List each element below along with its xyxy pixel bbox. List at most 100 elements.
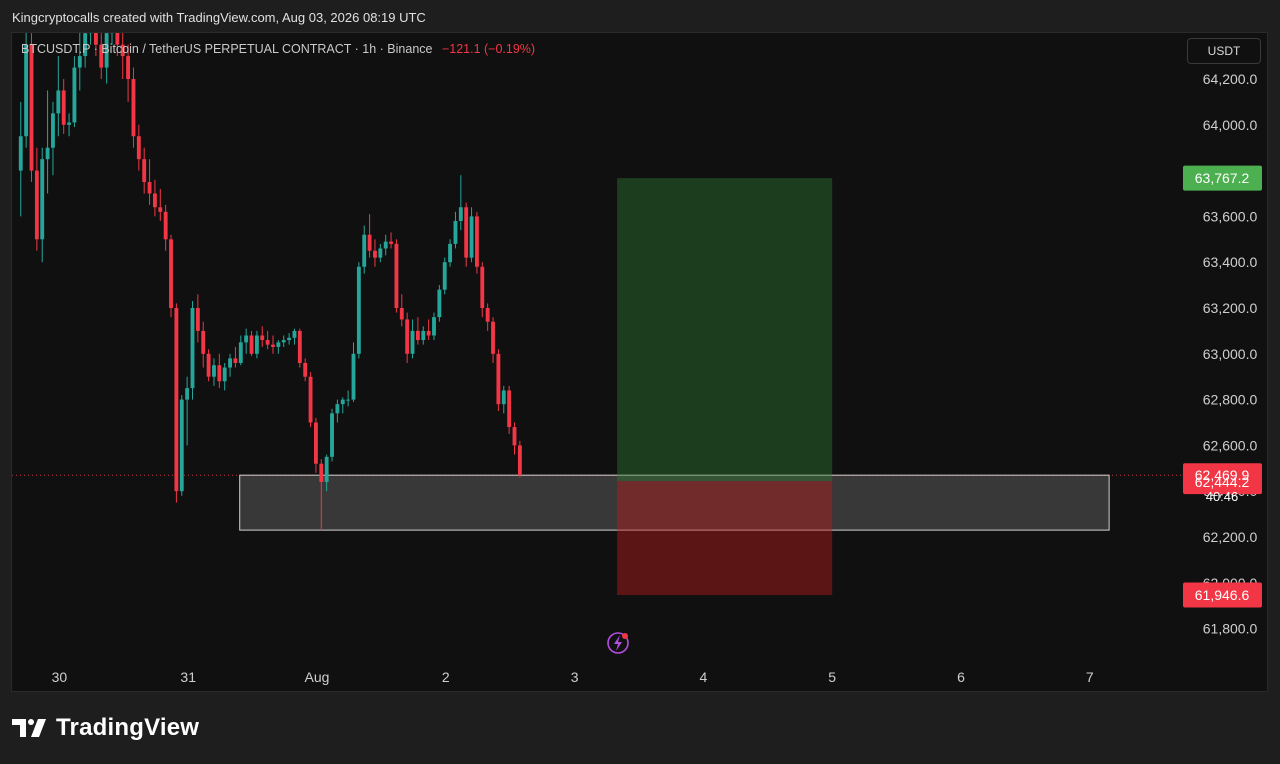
candle <box>228 353 232 377</box>
candle-body <box>217 365 222 382</box>
candle-body <box>77 56 82 68</box>
x-axis-tick-label: 30 <box>52 669 68 685</box>
x-axis-tick-label: 3 <box>571 669 579 685</box>
price-change: −121.1 (−0.19%) <box>441 42 536 56</box>
chart-pane[interactable]: 64,200.064,000.063,800.063,600.063,400.0… <box>11 32 1268 692</box>
candle <box>56 56 61 137</box>
candle-body <box>179 399 184 492</box>
candle-body <box>426 330 431 336</box>
candle-body <box>56 90 61 114</box>
candle-body <box>383 241 388 249</box>
candle-body <box>51 113 55 148</box>
candle-body <box>104 33 109 68</box>
candle <box>260 326 265 347</box>
candle-body <box>67 122 71 125</box>
candle <box>29 33 34 183</box>
candle-body <box>201 330 206 354</box>
candle-body <box>346 399 351 401</box>
candle <box>340 397 345 414</box>
candle <box>491 317 495 363</box>
candle <box>185 376 190 446</box>
y-axis-tick-label: 64,200.0 <box>1203 71 1258 87</box>
candle-body <box>356 266 361 354</box>
candle-body <box>271 344 275 347</box>
candle-body <box>158 207 163 212</box>
candle-body <box>45 147 50 160</box>
candle-body <box>244 335 249 343</box>
candle-body <box>496 353 501 405</box>
candle-body <box>174 308 179 492</box>
y-axis-tick-label: 62,600.0 <box>1203 437 1258 453</box>
lightning-icon-bolt <box>614 635 622 651</box>
candle-body <box>394 243 399 308</box>
y-axis-tick-label: 63,200.0 <box>1203 300 1258 316</box>
candle-body <box>228 358 232 368</box>
candle <box>469 207 474 263</box>
candle <box>190 301 195 400</box>
candle <box>501 385 506 414</box>
candle-body <box>330 413 334 457</box>
candle-body <box>335 404 340 414</box>
candle-body <box>415 330 420 341</box>
candle-body <box>351 353 356 400</box>
candle <box>405 312 410 363</box>
candle-body <box>142 159 147 183</box>
candle-body <box>474 216 479 267</box>
candle <box>485 303 490 331</box>
candle <box>104 33 109 84</box>
candle <box>367 214 372 258</box>
candle-body <box>40 159 45 240</box>
candle <box>297 328 302 368</box>
candle <box>276 340 281 354</box>
candle-body <box>437 289 442 318</box>
candle-body <box>83 33 88 57</box>
candle-body <box>126 56 131 79</box>
candle-body <box>185 388 190 400</box>
candle <box>373 239 377 267</box>
entry-price-text: 62,444.2 <box>1195 474 1250 490</box>
candle <box>281 335 286 347</box>
candle-body <box>373 250 377 258</box>
countdown-text: 40:46 <box>1206 489 1239 504</box>
candle <box>292 328 297 345</box>
lightning-icon-ring <box>607 632 629 654</box>
candle-body <box>507 390 512 428</box>
candle-body <box>410 330 415 354</box>
candle-body <box>260 335 265 341</box>
stop-price-tag-text: 61,946.6 <box>1195 587 1250 603</box>
candle-body <box>265 340 270 345</box>
candle-body <box>18 136 23 171</box>
candle-body <box>276 342 281 347</box>
lightning-icon[interactable] <box>607 632 629 654</box>
candle-body <box>61 90 66 125</box>
brand-name: TradingView <box>56 714 200 741</box>
candle <box>244 328 249 354</box>
candle <box>421 326 426 345</box>
candle-body <box>389 241 393 244</box>
currency-button[interactable]: USDT <box>1187 38 1261 64</box>
loss-zone <box>617 481 833 596</box>
x-axis-tick-label: 6 <box>957 669 965 685</box>
candle <box>206 349 211 382</box>
candle-body <box>308 376 313 423</box>
candle-body <box>405 319 410 354</box>
tradingview-logo-icon <box>12 719 46 737</box>
candle-body <box>222 367 227 382</box>
price-chart[interactable]: 64,200.064,000.063,800.063,600.063,400.0… <box>12 33 1269 693</box>
candle-body <box>169 239 173 308</box>
candle-body <box>458 207 463 221</box>
candle <box>45 90 50 194</box>
candle <box>195 294 200 343</box>
candle-body <box>292 330 297 338</box>
candle <box>394 239 399 313</box>
candle-body <box>233 358 238 363</box>
candle-body <box>448 243 453 263</box>
chart-caption: Kingcryptocalls created with TradingView… <box>12 10 426 25</box>
stop-price-tag-bg <box>1183 582 1262 608</box>
candle-body <box>249 335 254 354</box>
candle <box>174 303 179 503</box>
candle <box>158 188 163 221</box>
y-axis-tick-label: 62,800.0 <box>1203 392 1258 408</box>
candle-body <box>313 422 318 464</box>
symbol-info[interactable]: BTCUSDT.P · Bitcoin / TetherUS PERPETUAL… <box>21 42 535 56</box>
